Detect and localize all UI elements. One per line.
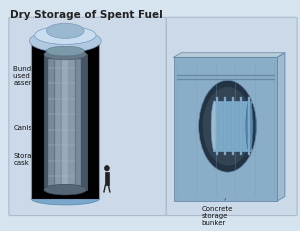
Bar <box>224 98 226 156</box>
Bar <box>213 101 251 152</box>
Bar <box>44 55 87 190</box>
Text: Canister: Canister <box>13 121 56 130</box>
FancyBboxPatch shape <box>166 18 297 216</box>
Bar <box>70 55 78 190</box>
Text: Storage
cask: Storage cask <box>13 147 40 165</box>
Bar <box>48 60 53 185</box>
Bar <box>232 98 234 156</box>
Ellipse shape <box>29 30 101 53</box>
Ellipse shape <box>44 50 87 61</box>
Text: Bundle of
used fuel
assemblies: Bundle of used fuel assemblies <box>13 65 60 85</box>
Bar <box>44 55 52 190</box>
Ellipse shape <box>31 192 100 205</box>
Ellipse shape <box>199 81 256 172</box>
Bar <box>88 42 100 199</box>
Bar <box>61 55 70 190</box>
Bar <box>43 42 54 199</box>
Bar <box>216 98 218 156</box>
Bar <box>31 42 100 199</box>
Bar <box>52 55 61 190</box>
Bar <box>69 60 74 185</box>
Bar <box>78 55 87 190</box>
Bar <box>55 60 60 185</box>
Text: Dry Storage of Spent Fuel: Dry Storage of Spent Fuel <box>10 10 163 20</box>
Bar <box>65 42 77 199</box>
Bar <box>64 46 67 194</box>
Bar <box>54 42 65 199</box>
Ellipse shape <box>34 27 96 45</box>
Bar <box>240 98 242 156</box>
Ellipse shape <box>44 185 87 195</box>
Ellipse shape <box>246 101 253 152</box>
Ellipse shape <box>104 166 109 171</box>
Bar <box>77 42 88 199</box>
Text: Concrete
storage
bunker: Concrete storage bunker <box>201 199 232 225</box>
Bar <box>174 58 278 201</box>
Ellipse shape <box>46 47 85 57</box>
Ellipse shape <box>46 24 84 39</box>
Bar <box>248 98 250 156</box>
Bar <box>105 172 109 185</box>
Bar <box>62 60 67 185</box>
Ellipse shape <box>203 88 252 166</box>
Bar <box>76 60 80 185</box>
Ellipse shape <box>211 101 218 152</box>
Bar <box>31 42 43 199</box>
Polygon shape <box>278 54 285 201</box>
FancyBboxPatch shape <box>9 18 166 216</box>
Polygon shape <box>174 54 285 58</box>
